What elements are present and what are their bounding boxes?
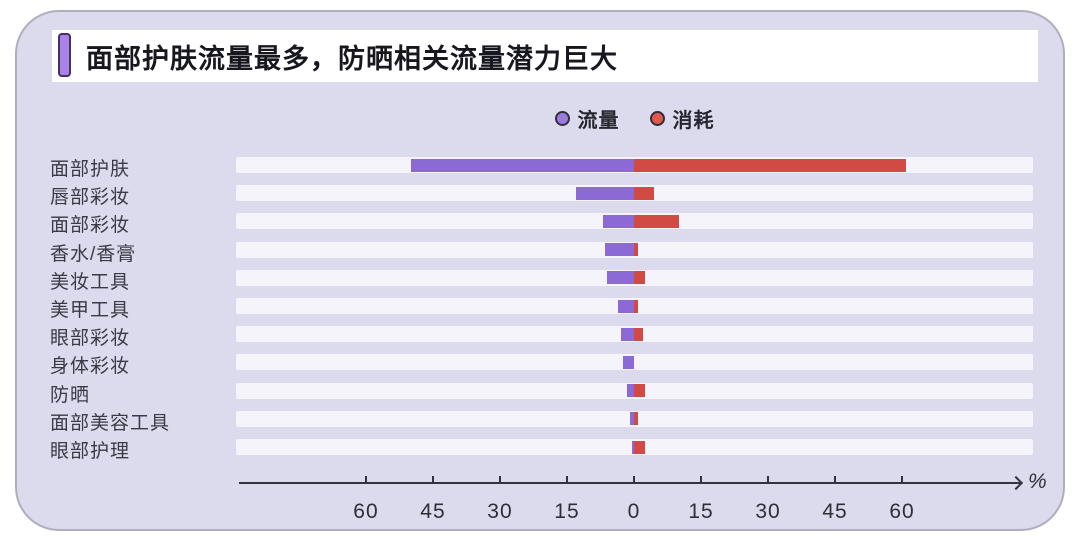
x-axis-tick bbox=[901, 476, 903, 483]
x-axis-tick-label: 30 bbox=[487, 500, 513, 523]
x-axis-tick-label: 15 bbox=[554, 500, 580, 523]
category-label: 面部护肤 bbox=[50, 159, 131, 180]
title-accent-marker bbox=[58, 33, 71, 77]
bar-flow bbox=[602, 214, 634, 228]
title-band: 面部护肤流量最多，防晒相关流量潜力巨大 bbox=[52, 30, 1038, 82]
bar-consume bbox=[634, 440, 646, 454]
bar-flow bbox=[618, 299, 634, 313]
x-axis-tick-label: 45 bbox=[420, 500, 446, 523]
category-label: 美甲工具 bbox=[50, 300, 131, 321]
category-label: 面部美容工具 bbox=[50, 412, 171, 434]
bar-flow bbox=[410, 158, 634, 172]
legend-item-consume: 消耗 bbox=[649, 104, 715, 133]
category-label: 面部彩妆 bbox=[50, 215, 131, 237]
x-axis-tick-label: 60 bbox=[353, 500, 379, 523]
flow-dot-icon bbox=[554, 110, 570, 126]
category-label: 眼部彩妆 bbox=[50, 328, 131, 350]
consume-dot-icon bbox=[649, 110, 665, 126]
bar-flow bbox=[620, 327, 634, 341]
bar-consume bbox=[634, 186, 655, 200]
x-axis-arrow-icon bbox=[1008, 475, 1024, 491]
legend-item-flow: 流量 bbox=[554, 104, 620, 133]
x-axis-tick bbox=[633, 476, 635, 483]
x-axis-unit-label: % bbox=[1028, 470, 1047, 493]
bar-track bbox=[236, 354, 1033, 371]
category-label: 唇部彩妆 bbox=[50, 187, 131, 209]
category-label: 防晒 bbox=[50, 384, 91, 406]
category-label: 香水/香膏 bbox=[50, 243, 137, 265]
x-axis-tick bbox=[834, 476, 836, 483]
chart-legend: 流量 消耗 bbox=[236, 104, 1033, 132]
x-axis-tick-label: 15 bbox=[688, 500, 714, 523]
bar-consume bbox=[634, 299, 639, 313]
bar-flow bbox=[631, 440, 634, 454]
bar-flow bbox=[627, 384, 634, 398]
bar-consume bbox=[634, 243, 639, 257]
x-axis-tick bbox=[700, 476, 702, 483]
bar-consume bbox=[634, 214, 679, 228]
bar-flow bbox=[607, 271, 634, 285]
x-axis-tick bbox=[498, 476, 501, 483]
x-axis-tick bbox=[565, 476, 568, 483]
bar-flow bbox=[575, 186, 634, 200]
category-label: 身体彩妆 bbox=[50, 356, 131, 378]
page-title: 面部护肤流量最多，防晒相关流量潜力巨大 bbox=[86, 43, 618, 74]
bar-consume bbox=[634, 158, 907, 172]
bar-flow bbox=[622, 355, 634, 369]
legend-label-consume: 消耗 bbox=[672, 109, 715, 132]
x-axis-tick bbox=[767, 476, 769, 483]
x-axis-line bbox=[239, 482, 1020, 484]
category-label: 眼部护理 bbox=[50, 441, 131, 462]
x-axis-tick-label: 45 bbox=[822, 500, 848, 523]
bar-consume bbox=[634, 327, 643, 341]
category-label: 美妆工具 bbox=[50, 271, 131, 293]
legend-label-flow: 流量 bbox=[577, 109, 620, 132]
x-axis-tick-label: 60 bbox=[889, 500, 915, 523]
x-axis-tick-label: 0 bbox=[627, 500, 641, 523]
x-axis-tick-label: 30 bbox=[755, 500, 781, 523]
bar-consume bbox=[634, 384, 646, 398]
chart-card: 面部护肤流量最多，防晒相关流量潜力巨大 流量 消耗 面部护肤唇部彩妆面部彩妆香水… bbox=[15, 10, 1065, 531]
bar-consume bbox=[634, 271, 646, 285]
x-axis-tick bbox=[431, 476, 434, 483]
x-axis-tick bbox=[364, 476, 367, 483]
bar-flow bbox=[604, 243, 634, 257]
bar-flow bbox=[629, 412, 634, 426]
bar-consume bbox=[634, 412, 639, 426]
